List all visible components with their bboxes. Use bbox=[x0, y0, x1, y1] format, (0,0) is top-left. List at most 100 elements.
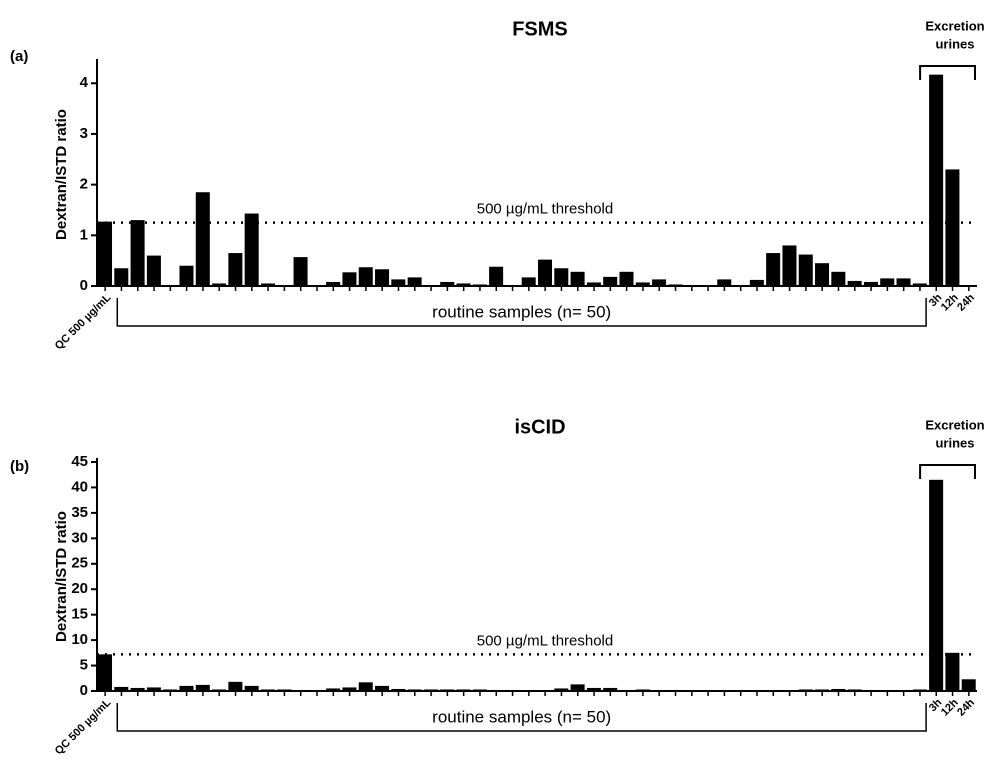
bar bbox=[635, 282, 650, 286]
bar bbox=[179, 685, 194, 691]
bar bbox=[896, 690, 911, 691]
bar bbox=[831, 271, 846, 286]
chart-title: isCID bbox=[514, 416, 565, 438]
bar bbox=[472, 284, 487, 286]
y-tick-label: 25 bbox=[71, 555, 88, 572]
x-tick-label: 24h bbox=[955, 292, 977, 314]
routine-brace bbox=[116, 298, 927, 327]
bar bbox=[912, 689, 927, 691]
bar bbox=[945, 652, 960, 691]
bar bbox=[766, 689, 781, 691]
bar bbox=[130, 687, 145, 691]
bar bbox=[815, 689, 830, 691]
bar bbox=[293, 257, 308, 286]
bar bbox=[538, 259, 553, 286]
bar bbox=[293, 689, 308, 691]
bar bbox=[619, 689, 634, 691]
bar bbox=[847, 689, 862, 691]
routine-brace bbox=[116, 703, 927, 732]
bar bbox=[423, 689, 438, 691]
y-tick-label: 4 bbox=[80, 74, 89, 91]
bar bbox=[440, 689, 455, 691]
bar bbox=[684, 284, 699, 286]
bar bbox=[700, 690, 715, 691]
bar bbox=[831, 688, 846, 691]
bar bbox=[489, 689, 504, 691]
bar bbox=[863, 689, 878, 691]
y-axis-label: Dextran/ISTD ratio bbox=[53, 109, 70, 240]
bar bbox=[342, 687, 357, 691]
bar bbox=[570, 271, 585, 286]
bar bbox=[195, 684, 210, 691]
bar bbox=[228, 253, 243, 286]
bar bbox=[749, 690, 764, 691]
urine-brace bbox=[919, 65, 976, 80]
bar bbox=[391, 688, 406, 691]
bar bbox=[766, 253, 781, 286]
bar bbox=[521, 277, 536, 286]
bar bbox=[538, 690, 553, 691]
bar bbox=[554, 268, 569, 286]
bar bbox=[863, 281, 878, 286]
routine-label: routine samples (n= 50) bbox=[432, 707, 611, 726]
bar bbox=[212, 283, 227, 286]
bar bbox=[146, 255, 161, 286]
bar bbox=[733, 689, 748, 691]
bar bbox=[603, 276, 618, 286]
bar bbox=[358, 267, 373, 286]
bar bbox=[456, 689, 471, 691]
bar bbox=[586, 282, 601, 286]
bar bbox=[798, 254, 813, 286]
bar bbox=[668, 284, 683, 286]
y-tick-label: 10 bbox=[71, 631, 88, 648]
bar bbox=[798, 689, 813, 691]
bar bbox=[440, 281, 455, 286]
bar bbox=[554, 688, 569, 691]
bar bbox=[146, 687, 161, 691]
bar bbox=[945, 169, 960, 286]
bar bbox=[98, 654, 113, 691]
bar bbox=[114, 268, 129, 286]
bar bbox=[815, 263, 830, 286]
y-tick-label: 2 bbox=[80, 176, 88, 193]
bar bbox=[603, 687, 618, 691]
routine-label: routine samples (n= 50) bbox=[432, 302, 611, 321]
bar bbox=[244, 213, 259, 286]
bar bbox=[635, 689, 650, 691]
y-tick-label: 15 bbox=[71, 606, 88, 623]
y-tick-label: 35 bbox=[71, 504, 88, 521]
y-axis-label: Dextran/ISTD ratio bbox=[53, 511, 70, 642]
bar bbox=[277, 689, 292, 691]
bar bbox=[961, 679, 976, 691]
bar bbox=[342, 272, 357, 286]
threshold-label: 500 µg/mL threshold bbox=[477, 632, 614, 649]
urine-label: urines bbox=[935, 36, 974, 51]
bar bbox=[260, 689, 275, 691]
y-tick-label: 20 bbox=[71, 580, 88, 597]
bar bbox=[391, 279, 406, 286]
bar bbox=[326, 688, 341, 691]
bar bbox=[668, 689, 683, 691]
bar bbox=[929, 74, 944, 286]
chart-title: FSMS bbox=[512, 18, 568, 40]
bar bbox=[929, 479, 944, 691]
y-tick-label: 5 bbox=[80, 657, 88, 674]
bar bbox=[521, 690, 536, 691]
bar bbox=[130, 220, 145, 286]
bar bbox=[912, 283, 927, 286]
bar bbox=[684, 690, 699, 691]
bar bbox=[179, 265, 194, 286]
x-tick-label: QC 500 µg/mL bbox=[53, 292, 114, 353]
bar bbox=[407, 277, 422, 286]
urine-brace bbox=[919, 464, 976, 479]
bar bbox=[717, 690, 732, 691]
x-tick-label: 24h bbox=[955, 697, 977, 719]
bar bbox=[163, 689, 178, 691]
urine-label: urines bbox=[935, 435, 974, 450]
bar bbox=[717, 279, 732, 286]
bar bbox=[880, 278, 895, 286]
bar bbox=[260, 283, 275, 286]
bar bbox=[782, 245, 797, 286]
y-tick-label: 0 bbox=[80, 277, 88, 294]
bar bbox=[782, 690, 797, 691]
